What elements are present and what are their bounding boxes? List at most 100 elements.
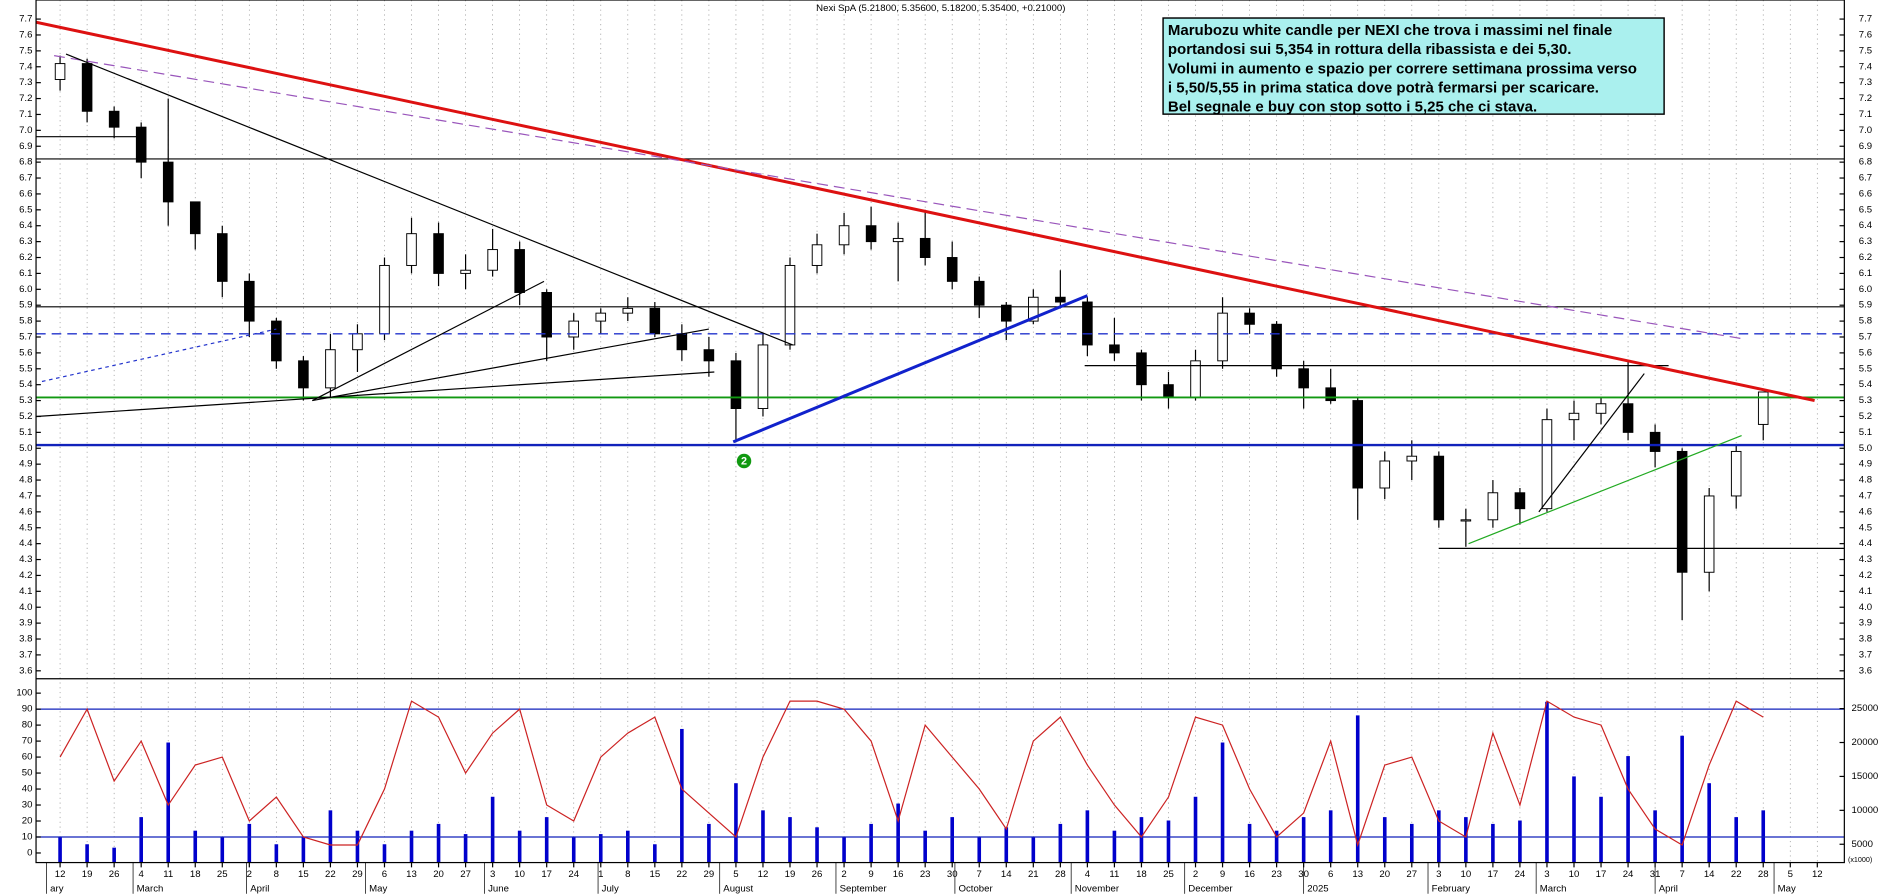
plot-frame	[35, 0, 1845, 864]
y-tick-label: 6.6	[19, 188, 32, 199]
y-tick-label: 3.9	[1859, 618, 1872, 629]
x-tick-label: 3	[1436, 869, 1441, 880]
x-tick-label: 17	[541, 869, 552, 880]
x-tick-label: 24	[1623, 869, 1634, 880]
x-tick-label: 15	[649, 869, 660, 880]
osc-tick-label: 80	[22, 720, 33, 731]
candle-body	[487, 249, 498, 271]
y-tick-label: 6.9	[19, 141, 32, 152]
x-tick-label: 14	[1001, 869, 1012, 880]
volume-bar	[1491, 823, 1495, 863]
y-tick-label: 4.2	[1859, 570, 1872, 581]
volume-bar	[1031, 837, 1036, 863]
x-tick-label: 29	[352, 869, 363, 880]
x-tick-label: 17	[1596, 869, 1607, 880]
y-tick-label: 4.6	[19, 506, 32, 517]
candle-body	[406, 233, 417, 266]
month-label: April	[1659, 884, 1678, 895]
volume-bar	[1166, 820, 1171, 863]
x-tick-label: 8	[625, 869, 630, 880]
x-tick-label: 7	[977, 869, 982, 880]
volume-bar	[436, 823, 441, 863]
x-tick-label: 2	[1193, 869, 1198, 880]
volume-bar	[220, 837, 225, 863]
x-tick-label: 18	[1136, 869, 1147, 880]
y-tick-label: 6.4	[19, 220, 33, 231]
y-tick-label: 7.6	[1859, 30, 1872, 41]
month-label: March	[137, 884, 164, 895]
x-tick-label: 3	[490, 869, 495, 880]
y-tick-label: 4.0	[19, 602, 32, 613]
y-tick-label: 6.7	[19, 173, 32, 184]
candle-body	[838, 225, 850, 246]
y-tick-label: 4.8	[1859, 475, 1872, 486]
osc-tick-label: 50	[22, 768, 33, 779]
x-tick-label: 11	[1109, 869, 1119, 880]
y-tick-label: 6.1	[1859, 268, 1872, 279]
volume-bar	[1112, 830, 1117, 863]
volume-bar	[85, 844, 89, 863]
month-label: July	[602, 884, 619, 895]
candle-body	[865, 225, 877, 243]
y-tick-label: 4.2	[19, 570, 32, 581]
annotation-frame	[1162, 17, 1665, 115]
annotation-line: Bel segnale e buy con stop sotto i 5,25 …	[1168, 99, 1537, 116]
candle-body	[1000, 304, 1012, 322]
volume-bar	[571, 837, 576, 863]
y-tick-label: 6.3	[19, 236, 32, 247]
candle-body	[676, 333, 688, 351]
month-label: February	[1432, 884, 1471, 895]
candle-body	[1055, 296, 1066, 303]
y-tick-label: 5.7	[19, 332, 32, 343]
volume-bar	[355, 830, 360, 863]
month-label: October	[959, 884, 994, 895]
volume-bar	[1301, 817, 1306, 863]
candle-body	[352, 333, 363, 351]
candle-body	[108, 110, 120, 128]
y-tick-label: 6.6	[1859, 188, 1872, 199]
volume-bar	[274, 844, 279, 863]
y-tick-label: 3.7	[1859, 649, 1872, 660]
annotation-line: Marubozu white candle per NEXI che trova…	[1168, 22, 1612, 39]
x-tick-label: 4	[138, 869, 144, 880]
candle-body	[757, 344, 769, 410]
trend-line	[1468, 434, 1742, 545]
y-tick-label: 7.4	[1859, 61, 1873, 72]
candle-body	[1487, 492, 1499, 521]
volume-bar	[1572, 776, 1576, 863]
volume-bar	[842, 837, 846, 863]
y-tick-label: 6.0	[1859, 284, 1872, 295]
month-label: April	[250, 884, 269, 895]
y-tick-label: 5.4	[1859, 379, 1873, 390]
volume-bar	[1058, 823, 1063, 863]
y-tick-label: 4.3	[19, 554, 32, 565]
y-tick-label: 4.1	[1859, 586, 1872, 597]
y-tick-label: 7.1	[1859, 109, 1872, 120]
x-tick-label: 13	[406, 869, 417, 880]
y-tick-label: 3.6	[1859, 665, 1872, 676]
y-tick-label: 5.6	[1859, 347, 1872, 358]
volume-bar	[1355, 715, 1360, 863]
month-label: May	[1778, 884, 1796, 895]
x-tick-label: 7	[1679, 869, 1684, 880]
y2-tick-label: 25000	[1852, 703, 1879, 714]
osc-tick-label: 0	[27, 848, 32, 859]
y-tick-label: 5.4	[19, 379, 33, 390]
axes: 12 19 26 4 11 18 25 2 8 15 22 29 6 13 20 27 3 10 17 24 1 8 15 2…	[16, 14, 1878, 895]
y2-tick-label: 15000	[1852, 771, 1879, 782]
candle-body	[1595, 403, 1607, 414]
x-tick-label: 19	[82, 869, 93, 880]
x-tick-label: 10	[514, 869, 525, 880]
y-tick-label: 6.1	[19, 268, 32, 279]
x-tick-label: 12	[758, 869, 769, 880]
candle-body	[1568, 412, 1580, 421]
x-tick-label: 12	[1812, 869, 1823, 880]
candle-body	[1082, 301, 1093, 346]
volume-bar	[1599, 796, 1603, 863]
volume-bar	[923, 830, 927, 863]
y-tick-label: 5.6	[19, 347, 32, 358]
y-tick-label: 7.1	[19, 109, 32, 120]
osc-tick-label: 20	[22, 816, 33, 827]
x-tick-label: 16	[1244, 869, 1255, 880]
